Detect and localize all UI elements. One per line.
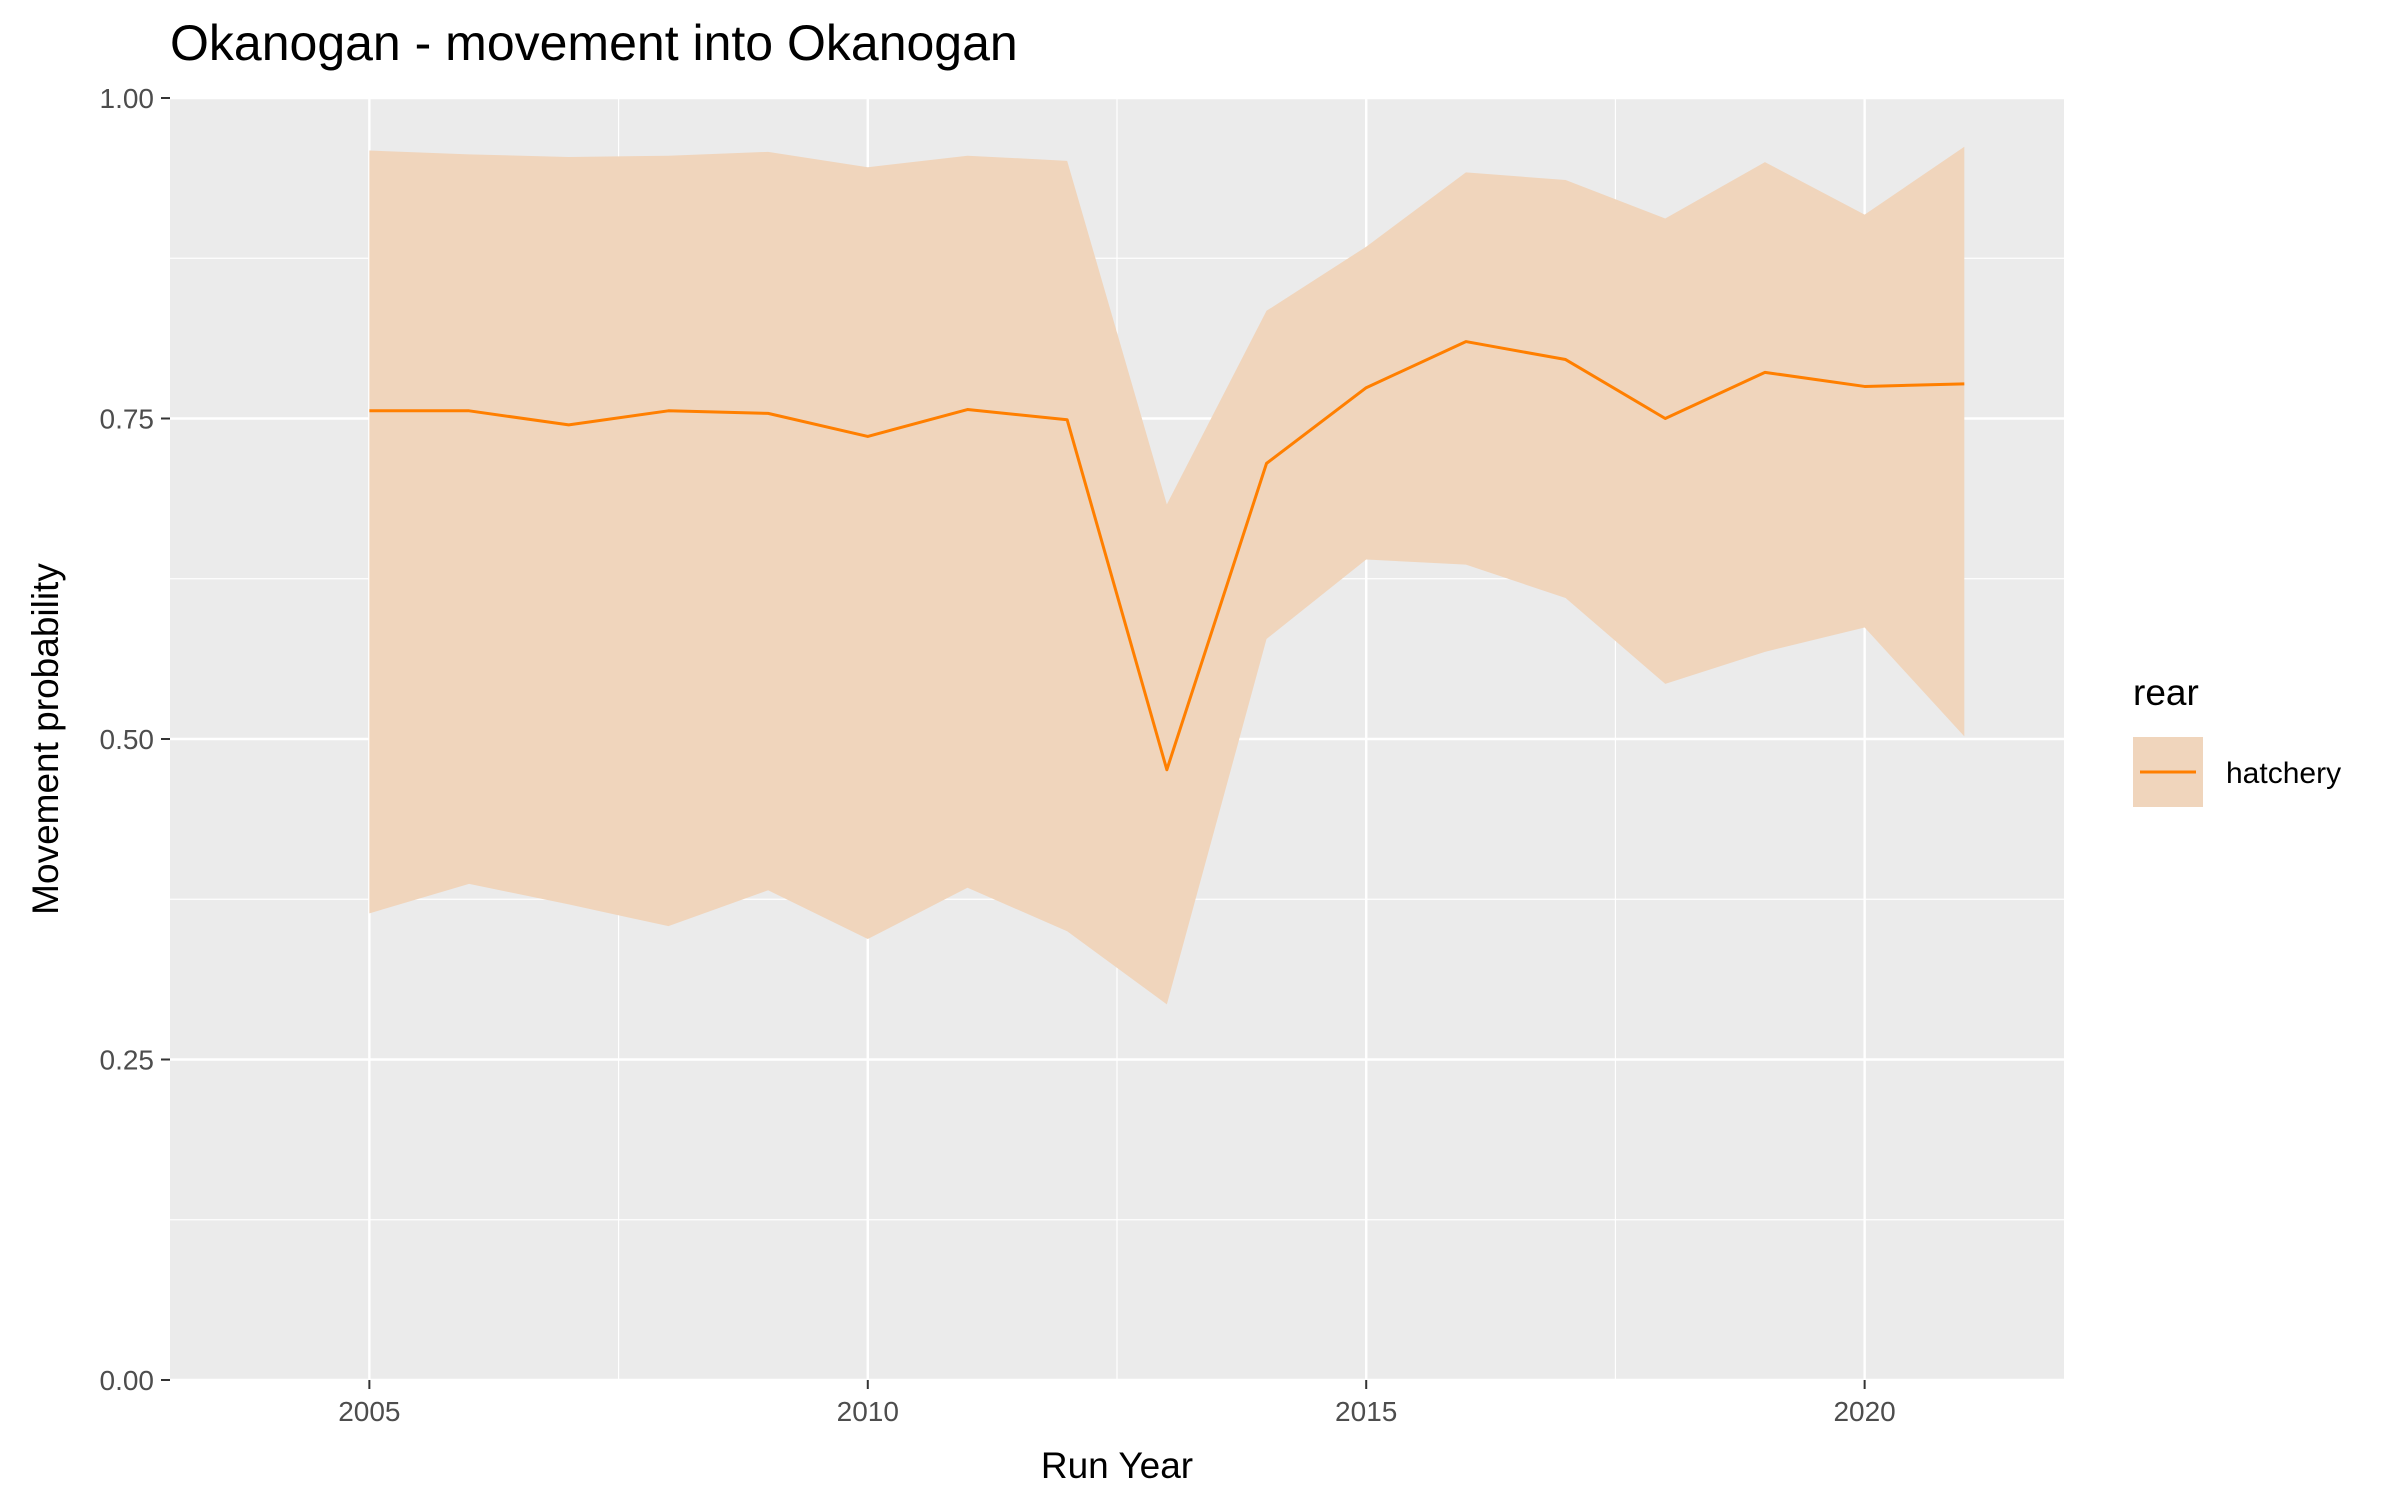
x-tick-label: 2005 <box>338 1396 400 1427</box>
y-tick-label: 0.00 <box>100 1365 155 1396</box>
x-tick-label: 2020 <box>1833 1396 1895 1427</box>
legend-title: rear <box>2133 672 2199 713</box>
y-tick-label: 1.00 <box>100 83 155 114</box>
x-tick-label: 2010 <box>837 1396 899 1427</box>
series-line-hatchery <box>369 340 1965 772</box>
chart-title: Okanogan - movement into Okanogan <box>170 15 1018 71</box>
y-tick-label: 0.25 <box>100 1045 155 1076</box>
x-tick-label: 2015 <box>1335 1396 1397 1427</box>
y-tick-label: 0.75 <box>100 404 155 435</box>
y-axis-title: Movement probability <box>25 563 66 915</box>
axes: 0.00 0.25 0.50 0.75 1.00 2005 2010 2015 2020 <box>100 83 1896 1427</box>
legend: rear hatchery <box>2133 672 2341 807</box>
y-tick-label: 0.50 <box>100 724 155 755</box>
x-axis-title: Run Year <box>1041 1445 1193 1486</box>
legend-label-hatchery: hatchery <box>2226 757 2341 790</box>
series-line-layer <box>369 340 1965 772</box>
